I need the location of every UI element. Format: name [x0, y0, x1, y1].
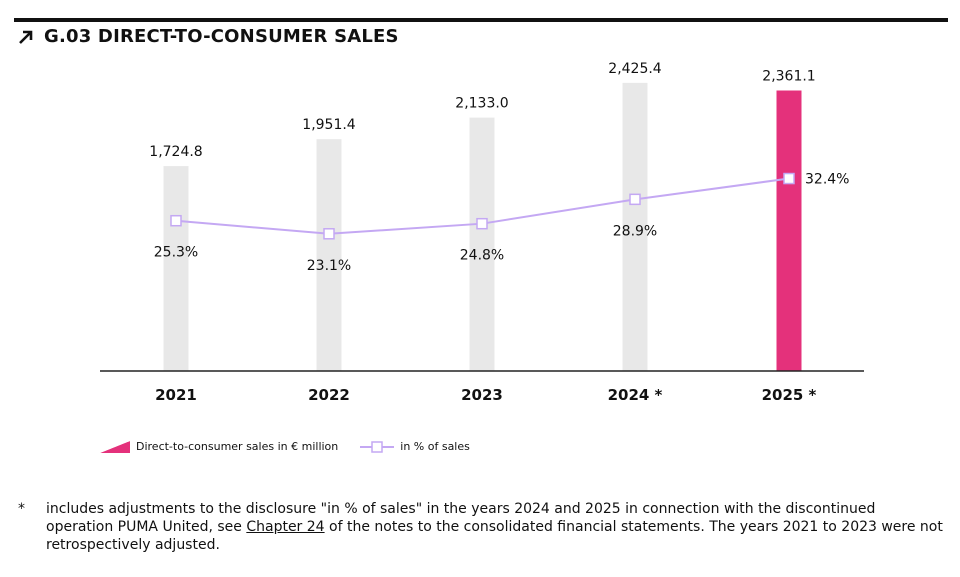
percent-value-label: 32.4%	[805, 172, 849, 188]
arrow-up-right-icon	[19, 30, 33, 44]
percent-value-label: 24.8%	[460, 248, 504, 264]
percent-point	[476, 217, 488, 230]
bar-value-label: 1,951.4	[302, 117, 356, 133]
bar-2024	[622, 82, 648, 371]
footnote-link-chapter-24[interactable]: Chapter 24	[246, 519, 325, 535]
chart: 1,724.8 1,951.4 2,133.0 2,425.4 2,361.1 2021 2…	[100, 61, 864, 404]
percent-value-label: 23.1%	[307, 258, 351, 274]
chart-title: G.03 DIRECT-TO-CONSUMER SALES	[44, 26, 399, 47]
percent-point	[629, 193, 641, 206]
percent-point	[170, 214, 182, 227]
percent-point	[323, 228, 335, 240]
legend-line-swatch	[360, 440, 395, 453]
bar-2023	[469, 117, 495, 371]
bar-2022	[316, 139, 342, 371]
footnote-text: includes adjustments to the disclosure "…	[46, 500, 943, 554]
bar-2021	[163, 166, 189, 371]
footnote-text-before: includes adjustments to the disclosure "…	[46, 501, 876, 535]
legend: Direct-to-consumer sales in € million in…	[100, 440, 492, 453]
legend-item-line: in % of sales	[360, 440, 470, 453]
footnote-marker: *	[18, 501, 25, 517]
bar-value-label: 1,724.8	[149, 144, 202, 160]
bar-value-label: 2,361.1	[762, 69, 815, 85]
x-tick-label: 2022	[308, 386, 350, 404]
percent-value-label: 28.9%	[613, 223, 657, 239]
bar-value-label: 2,133.0	[455, 96, 508, 112]
x-tick-label: 2024 *	[608, 386, 663, 404]
legend-line-label: in % of sales	[400, 440, 470, 453]
x-tick-label: 2025 *	[762, 386, 817, 404]
x-tick-label: 2023	[461, 386, 503, 404]
percent-value-label: 25.3%	[154, 245, 198, 261]
legend-bar-label: Direct-to-consumer sales in € million	[136, 440, 339, 453]
top-rule	[14, 18, 948, 22]
bar-value-label: 2,425.4	[608, 61, 662, 77]
percent-point	[783, 172, 795, 185]
legend-bar-swatch	[100, 440, 130, 453]
footnote-text-after: of the notes to the consolidated financi…	[46, 519, 943, 553]
title-row: G.03 DIRECT-TO-CONSUMER SALES	[16, 26, 399, 47]
legend-item-bar: Direct-to-consumer sales in € million	[100, 440, 338, 453]
x-tick-label: 2021	[155, 386, 197, 404]
footnote: * includes adjustments to the disclosure…	[18, 500, 943, 554]
bar-2025	[776, 90, 802, 372]
